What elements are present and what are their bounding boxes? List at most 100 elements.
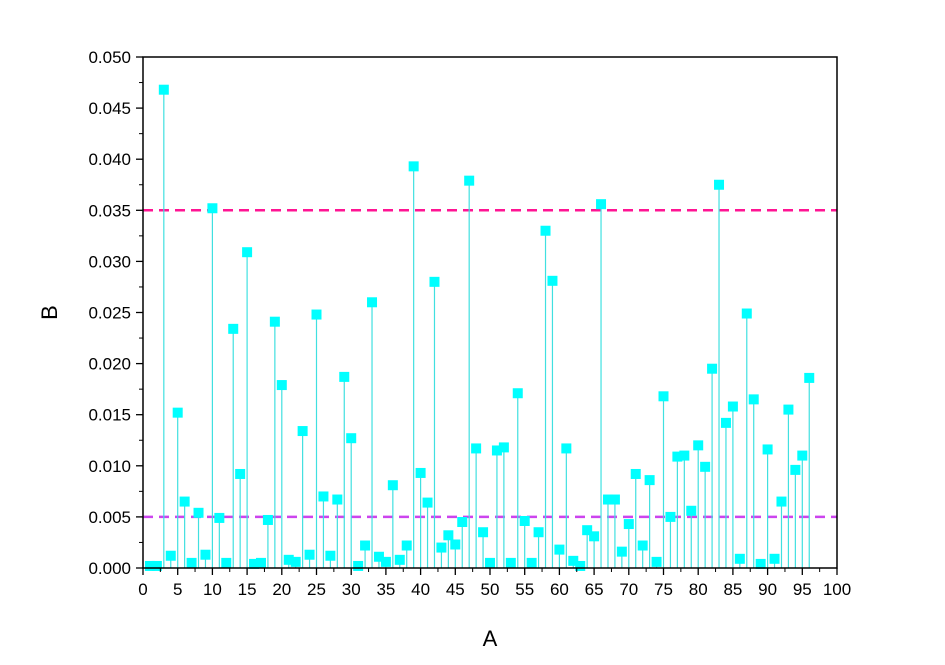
x-tick-label: 100 xyxy=(823,580,851,599)
data-point xyxy=(353,560,364,571)
data-point xyxy=(422,497,433,508)
x-tick-label: 95 xyxy=(793,580,812,599)
y-tick-label: 0.015 xyxy=(88,406,131,425)
data-point xyxy=(651,556,662,567)
data-point xyxy=(429,276,440,287)
data-point xyxy=(228,323,239,334)
data-point xyxy=(602,494,613,505)
data-point xyxy=(720,417,731,428)
data-point xyxy=(498,442,509,453)
data-point xyxy=(561,443,572,454)
x-tick-label: 40 xyxy=(411,580,430,599)
data-point xyxy=(325,550,336,561)
reference-lines xyxy=(143,209,837,519)
data-point xyxy=(644,475,655,486)
data-point xyxy=(290,556,301,567)
data-point xyxy=(255,557,266,568)
data-point xyxy=(526,557,537,568)
data-point xyxy=(464,175,475,186)
x-tick-label: 60 xyxy=(550,580,569,599)
data-point xyxy=(609,494,620,505)
data-point xyxy=(727,401,738,412)
y-tick-label: 0.010 xyxy=(88,457,131,476)
data-point xyxy=(200,549,211,560)
data-point xyxy=(679,450,690,461)
data-point xyxy=(262,514,273,525)
data-point xyxy=(283,554,294,565)
data-point xyxy=(318,491,329,502)
data-point xyxy=(623,519,634,530)
data-markers xyxy=(144,84,815,571)
data-point xyxy=(478,527,489,538)
data-point xyxy=(367,297,378,308)
data-point xyxy=(755,558,766,569)
data-point xyxy=(519,515,530,526)
data-point xyxy=(276,380,287,391)
data-point xyxy=(790,464,801,475)
data-point xyxy=(693,440,704,451)
data-point xyxy=(700,461,711,472)
data-point xyxy=(596,199,607,210)
x-tick-label: 70 xyxy=(619,580,638,599)
data-point xyxy=(269,316,280,327)
y-tick-label: 0.030 xyxy=(88,252,131,271)
data-point xyxy=(575,560,586,571)
data-point xyxy=(297,426,308,437)
x-tick-label: 15 xyxy=(238,580,257,599)
data-point xyxy=(589,531,600,542)
data-point xyxy=(408,161,419,172)
data-point xyxy=(360,540,371,551)
data-point xyxy=(762,444,773,455)
data-point xyxy=(491,445,502,456)
data-point xyxy=(186,557,197,568)
data-point xyxy=(450,539,461,550)
x-tick-label: 20 xyxy=(272,580,291,599)
data-point xyxy=(339,371,350,382)
data-point xyxy=(471,443,482,454)
data-point xyxy=(346,433,357,444)
data-point xyxy=(554,544,565,555)
data-point xyxy=(373,551,384,562)
data-point xyxy=(512,388,523,399)
x-tick-label: 90 xyxy=(758,580,777,599)
data-point xyxy=(401,540,412,551)
x-tick-label: 45 xyxy=(446,580,465,599)
data-point xyxy=(221,557,232,568)
x-tick-label: 85 xyxy=(723,580,742,599)
y-tick-label: 0.040 xyxy=(88,150,131,169)
data-point xyxy=(249,558,260,569)
data-point xyxy=(144,560,155,571)
y-tick-label: 0.045 xyxy=(88,99,131,118)
data-point xyxy=(533,527,544,538)
x-tick-label: 50 xyxy=(481,580,500,599)
data-point xyxy=(658,391,669,402)
data-point xyxy=(804,372,815,383)
data-point xyxy=(304,549,315,560)
x-axis-ticks: 0 5 10 15 20 25 30 35 40 45 50 55 60 65 70 75 80 85 90 95 10… xyxy=(138,568,851,599)
data-point xyxy=(630,468,641,479)
x-tick-label: 30 xyxy=(342,580,361,599)
data-point xyxy=(797,450,808,461)
y-axis-title: B xyxy=(37,305,62,320)
y-tick-label: 0.035 xyxy=(88,201,131,220)
x-tick-label: 35 xyxy=(376,580,395,599)
x-tick-label: 10 xyxy=(203,580,222,599)
data-point xyxy=(741,308,752,319)
data-point xyxy=(193,507,204,518)
data-point xyxy=(540,225,551,236)
y-tick-label: 0.000 xyxy=(88,559,131,578)
x-tick-label: 75 xyxy=(654,580,673,599)
data-point xyxy=(207,203,218,214)
data-point xyxy=(714,179,725,190)
data-point xyxy=(547,275,558,286)
data-point xyxy=(158,84,169,95)
data-point xyxy=(179,496,190,507)
data-point xyxy=(672,451,683,462)
x-axis-title: A xyxy=(483,626,498,651)
data-point xyxy=(748,394,759,405)
data-point xyxy=(568,555,579,566)
x-tick-label: 25 xyxy=(307,580,326,599)
data-point xyxy=(235,468,246,479)
data-point xyxy=(387,480,398,491)
x-tick-label: 55 xyxy=(515,580,534,599)
